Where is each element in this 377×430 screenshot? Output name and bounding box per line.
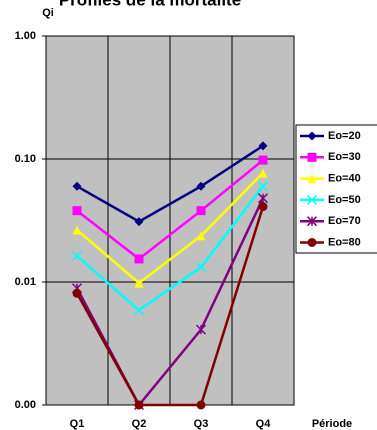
marker [134, 254, 144, 264]
marker [134, 278, 144, 288]
series-line [76, 144, 264, 224]
x-axis-label: Période [312, 418, 352, 430]
series-line [75, 206, 265, 407]
marker [196, 206, 206, 216]
marker [134, 400, 144, 410]
series-line [76, 159, 264, 261]
legend-box [295, 124, 377, 254]
legend-label: Eo=80 [328, 236, 361, 248]
marker [306, 194, 318, 205]
x-tick-label: Q4 [256, 418, 272, 430]
marker [196, 400, 206, 410]
marker [133, 305, 145, 316]
marker [307, 238, 317, 247]
legend-label: Eo=20 [328, 130, 361, 142]
series-line [76, 172, 264, 285]
y-tick-label: 0.00 [15, 399, 36, 411]
marker [257, 193, 269, 204]
marker [307, 152, 317, 162]
marker [258, 168, 268, 178]
marker [71, 250, 83, 261]
marker [307, 131, 317, 141]
x-tick-label: Q1 [70, 418, 85, 430]
marker [258, 202, 268, 212]
marker [72, 206, 82, 216]
marker [196, 181, 206, 191]
marker [134, 217, 144, 227]
marker [306, 216, 318, 227]
marker [195, 262, 207, 273]
legend-label: Eo=30 [328, 151, 361, 163]
y-tick-label: 0.01 [15, 276, 36, 288]
legend-label: Eo=40 [328, 173, 361, 185]
y-tick-label: 1.00 [15, 30, 36, 42]
chart-title: Profiles de la mortalité [59, 0, 241, 9]
marker [72, 181, 82, 191]
legend-label: Eo=50 [328, 194, 361, 206]
marker [258, 141, 268, 151]
marker [307, 174, 317, 184]
series-line [76, 185, 264, 312]
marker [258, 155, 268, 165]
x-tick-label: Q3 [194, 418, 209, 430]
marker [72, 225, 82, 235]
marker [72, 288, 82, 298]
x-tick-label: Q2 [132, 418, 147, 430]
legend-label: Eo=70 [328, 215, 361, 227]
marker [257, 181, 269, 192]
marker [195, 324, 207, 335]
marker [196, 231, 206, 241]
y-axis-label: Qi [42, 7, 54, 19]
y-tick-label: 0.10 [15, 153, 36, 165]
